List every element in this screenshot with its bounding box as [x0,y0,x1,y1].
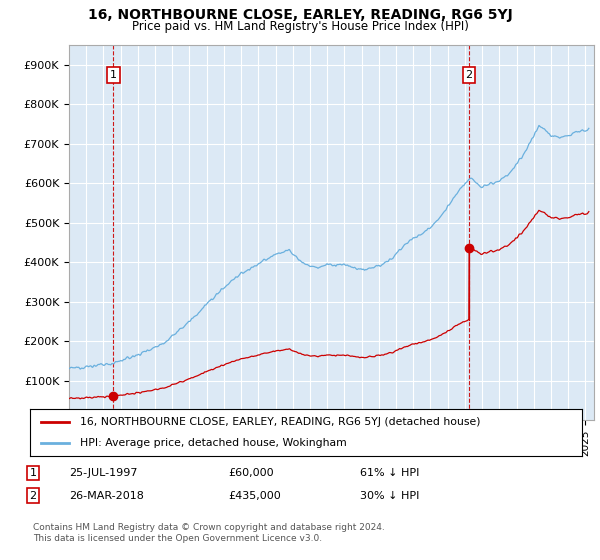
Text: 2: 2 [29,491,37,501]
Text: 61% ↓ HPI: 61% ↓ HPI [360,468,419,478]
Text: 1: 1 [110,70,117,80]
Text: £60,000: £60,000 [228,468,274,478]
Text: 16, NORTHBOURNE CLOSE, EARLEY, READING, RG6 5YJ (detached house): 16, NORTHBOURNE CLOSE, EARLEY, READING, … [80,417,480,427]
Text: 16, NORTHBOURNE CLOSE, EARLEY, READING, RG6 5YJ: 16, NORTHBOURNE CLOSE, EARLEY, READING, … [88,8,512,22]
Text: 25-JUL-1997: 25-JUL-1997 [69,468,137,478]
Text: 2: 2 [465,70,472,80]
Text: Price paid vs. HM Land Registry's House Price Index (HPI): Price paid vs. HM Land Registry's House … [131,20,469,32]
Text: 26-MAR-2018: 26-MAR-2018 [69,491,144,501]
Text: Contains HM Land Registry data © Crown copyright and database right 2024.
This d: Contains HM Land Registry data © Crown c… [33,524,385,543]
Text: 30% ↓ HPI: 30% ↓ HPI [360,491,419,501]
Text: £435,000: £435,000 [228,491,281,501]
Text: 1: 1 [29,468,37,478]
Text: HPI: Average price, detached house, Wokingham: HPI: Average price, detached house, Woki… [80,438,346,448]
